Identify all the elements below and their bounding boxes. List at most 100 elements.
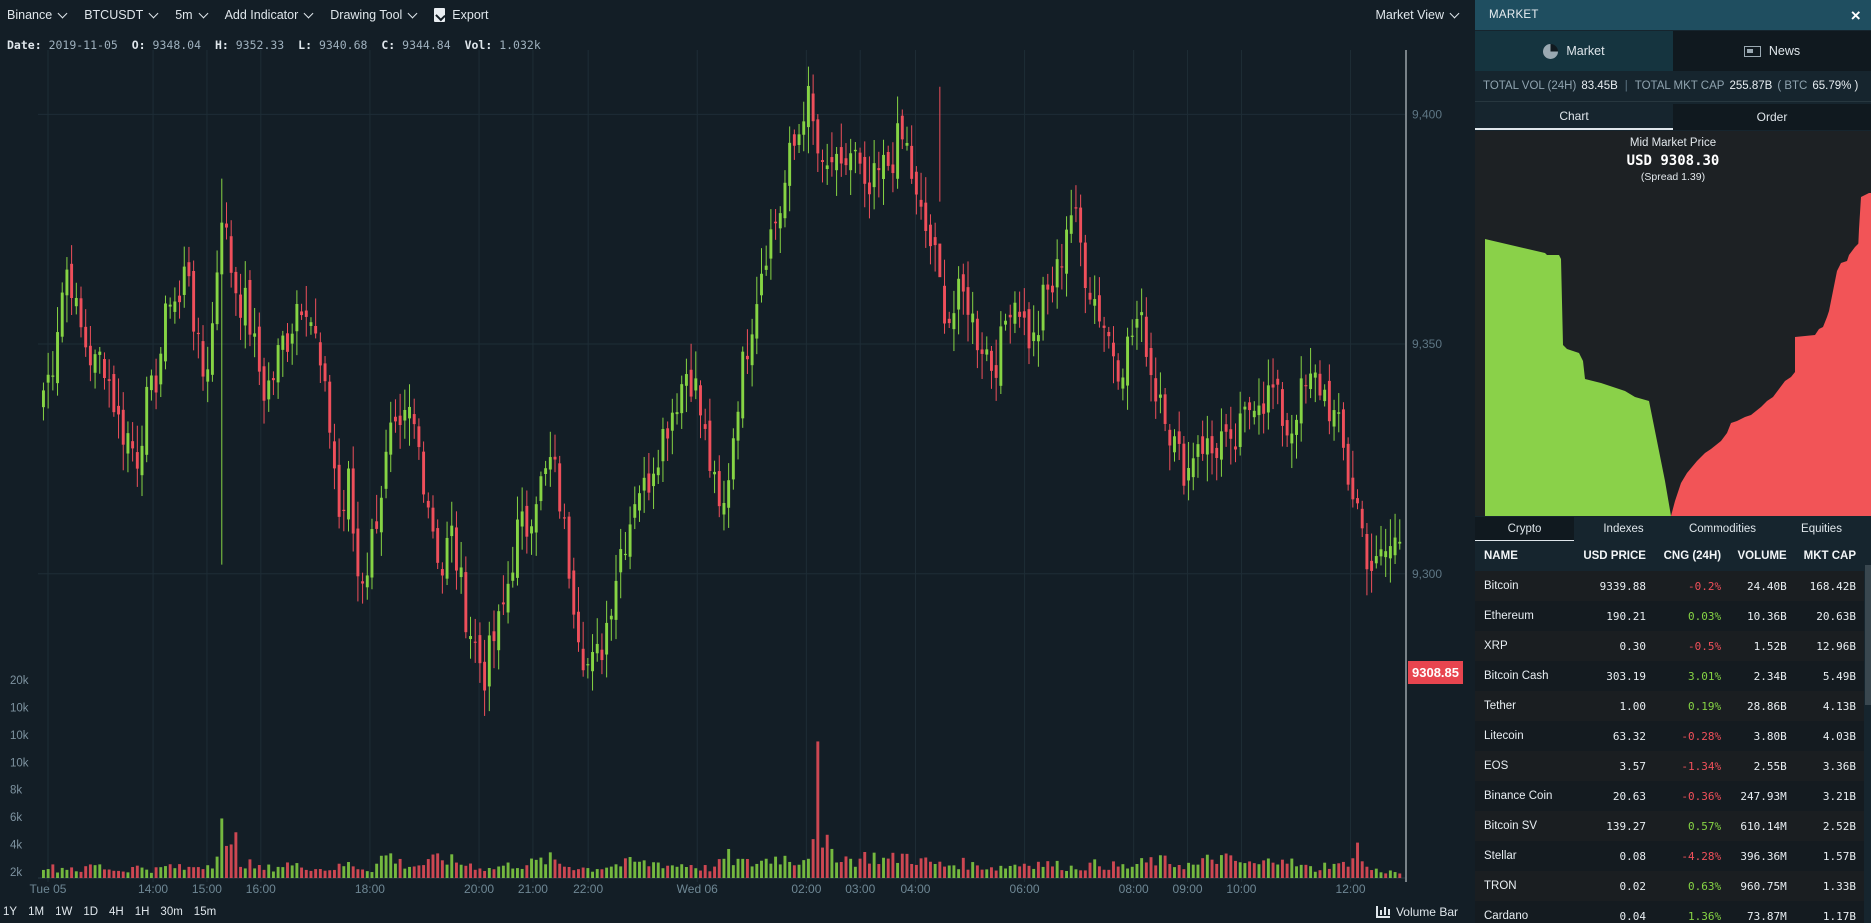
candle-body — [450, 525, 454, 537]
candle-body — [253, 333, 257, 337]
volume-bar — [1173, 867, 1176, 878]
drawing-tool-label: Drawing Tool — [330, 8, 403, 22]
candle-body — [1280, 389, 1284, 426]
candle-body — [356, 528, 360, 577]
interval-dropdown[interactable]: 5m — [175, 8, 209, 22]
volume-bar — [473, 869, 477, 878]
newspaper-icon — [1743, 45, 1761, 57]
candle-body — [173, 301, 177, 312]
column-header[interactable]: VOLUME — [1729, 541, 1795, 571]
range-button[interactable]: 1W — [55, 906, 73, 918]
range-button[interactable]: 1Y — [3, 906, 18, 918]
pair-dropdown[interactable]: BTCUSDT — [84, 8, 159, 22]
table-row[interactable]: Tether 1.00 0.19% 28.86B 4.13B — [1475, 691, 1864, 721]
table-row[interactable]: Stellar 0.08 -4.28% 396.36M 1.57B — [1475, 841, 1864, 871]
volume-bar — [112, 870, 116, 878]
candle-body — [192, 270, 196, 332]
tab-chart[interactable]: Chart — [1475, 104, 1673, 130]
candle-body — [910, 145, 914, 179]
usd-price: 303.19 — [1572, 661, 1654, 691]
range-button[interactable]: 1D — [83, 906, 99, 918]
candle-body — [1065, 229, 1069, 274]
table-row[interactable]: TRON 0.02 0.63% 960.75M 1.33B — [1475, 871, 1864, 901]
tab-indexes[interactable]: Indexes — [1603, 523, 1644, 535]
candle-body — [605, 622, 609, 655]
table-row[interactable]: Bitcoin 9339.88 -0.2% 24.40B 168.42B — [1475, 571, 1864, 601]
volume-bar — [351, 866, 355, 878]
candle-body — [1374, 556, 1378, 564]
volume-bar — [839, 861, 843, 878]
table-row[interactable]: Ethereum 190.21 0.03% 10.36B 20.63B — [1475, 601, 1864, 631]
tab-news[interactable]: News — [1673, 31, 1871, 71]
candle-body — [131, 441, 135, 449]
volume-bar — [384, 855, 388, 878]
candle-body — [642, 477, 646, 491]
volume-bar — [548, 852, 552, 878]
market-cap: 4.13B — [1794, 691, 1864, 721]
volume-bar — [1187, 862, 1191, 878]
volume-bar — [1224, 853, 1228, 878]
column-header[interactable]: NAME — [1475, 541, 1573, 571]
tab-equities[interactable]: Equities — [1801, 523, 1842, 535]
tab-order[interactable]: Order — [1673, 104, 1871, 130]
volume-bar — [896, 862, 900, 878]
candle-body — [1384, 551, 1388, 558]
volume-bar — [469, 863, 472, 878]
range-button[interactable]: 30m — [160, 906, 183, 918]
candle-body — [239, 294, 243, 318]
close-icon[interactable]: × — [1850, 6, 1861, 25]
volume-bar — [187, 866, 191, 878]
volume-bar — [1238, 862, 1242, 878]
range-button[interactable]: 1M — [28, 906, 45, 918]
drawing-tool-dropdown[interactable]: Drawing Tool — [330, 8, 418, 22]
candle-body — [539, 476, 543, 502]
volume-bar — [286, 862, 289, 878]
volume-bar-toggle[interactable]: Volume Bar — [1375, 901, 1458, 923]
export-button[interactable]: Export — [434, 8, 488, 22]
column-header[interactable]: USD PRICE — [1572, 541, 1654, 571]
volume-bar — [300, 867, 304, 878]
volume-bar — [1079, 870, 1083, 878]
exchange-dropdown[interactable]: Binance — [7, 8, 68, 22]
candle-body — [957, 278, 961, 310]
table-row[interactable]: Cardano 0.04 1.36% 73.87M 1.17B — [1475, 901, 1864, 923]
btc-dominance-value: 65.79% ) — [1812, 80, 1859, 92]
range-button[interactable]: 1H — [134, 906, 150, 918]
candle-body — [1032, 332, 1036, 342]
table-row[interactable]: Binance Coin 20.63 -0.36% 247.93M 3.21B — [1475, 781, 1864, 811]
volume-bar — [1266, 858, 1270, 878]
candle-body — [764, 265, 768, 270]
change-24h: -4.28% — [1653, 841, 1730, 871]
tab-market[interactable]: Market — [1475, 31, 1673, 71]
volume-bar — [51, 864, 55, 878]
column-header[interactable]: MKT CAP — [1794, 541, 1864, 571]
volume-bar — [1388, 870, 1392, 878]
candle-body — [581, 648, 585, 671]
candle-body — [1107, 331, 1111, 337]
scrollbar-thumb[interactable] — [1865, 565, 1871, 705]
candle-body — [281, 335, 285, 350]
volume-bar — [182, 869, 186, 878]
table-row[interactable]: XRP 0.30 -0.5% 1.52B 12.96B — [1475, 631, 1864, 661]
candlestick-chart[interactable]: 9,400 9,350 9,300 Tue 05 14:00 15:00 16:00 18:0… — [0, 50, 1472, 900]
market-cap: 3.21B — [1794, 781, 1864, 811]
export-icon — [434, 8, 446, 22]
table-row[interactable]: Litecoin 63.32 -0.28% 3.80B 4.03B — [1475, 721, 1864, 751]
market-view-dropdown[interactable]: Market View — [1375, 8, 1460, 22]
x-tick-label: 16:00 — [246, 882, 276, 896]
column-header[interactable]: CNG (24H) — [1653, 541, 1730, 571]
table-row[interactable]: EOS 3.57 -1.34% 2.55B 3.36B — [1475, 751, 1864, 781]
volume-bar — [1163, 855, 1167, 878]
candle-body — [393, 416, 397, 422]
range-button[interactable]: 15m — [193, 906, 217, 918]
tab-crypto[interactable]: Crypto — [1475, 517, 1574, 541]
volume-bar — [1102, 869, 1106, 878]
add-indicator-dropdown[interactable]: Add Indicator — [225, 8, 314, 22]
candle-body — [454, 527, 458, 571]
tab-commodities[interactable]: Commodities — [1688, 523, 1757, 535]
volume-bar — [731, 865, 735, 878]
volume-bar — [93, 865, 97, 878]
table-row[interactable]: Bitcoin Cash 303.19 3.01% 2.34B 5.49B — [1475, 661, 1864, 691]
range-button[interactable]: 4H — [109, 906, 124, 918]
table-row[interactable]: Bitcoin SV 139.27 0.57% 610.14M 2.52B — [1475, 811, 1864, 841]
